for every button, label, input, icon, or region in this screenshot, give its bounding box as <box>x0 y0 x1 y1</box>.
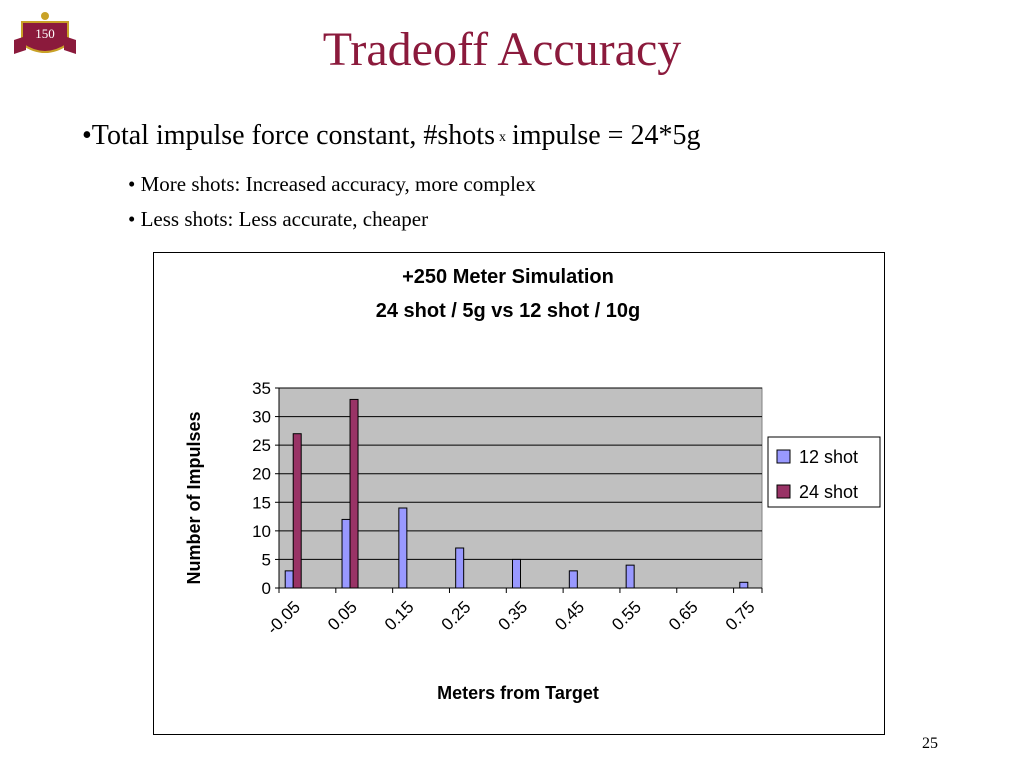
x-tick-label-0.55: 0.55 <box>608 597 645 634</box>
times-symbol: x <box>499 130 506 145</box>
legend-label-24-shot: 24 shot <box>799 482 858 502</box>
x-tick-label--0.05: -0.05 <box>263 597 304 638</box>
logo-text: 150 <box>35 26 55 41</box>
legend-swatch-12-shot <box>776 449 791 464</box>
y-tick-label-10: 10 <box>252 522 271 541</box>
bar-12-shot--0.05 <box>284 570 294 589</box>
bar-12-shot-0.25 <box>455 547 465 589</box>
bar-24-shot-0.05 <box>349 398 359 589</box>
x-tick-label-0.65: 0.65 <box>665 597 702 634</box>
bar-12-shot-0.15 <box>398 507 408 589</box>
gridlines <box>279 387 762 560</box>
impulse-histogram-chart: +250 Meter Simulation 24 shot / 5g vs 12… <box>184 266 881 703</box>
y-tick-label-20: 20 <box>252 465 271 484</box>
y-tick-label-30: 30 <box>252 408 271 427</box>
x-tick-label-0.35: 0.35 <box>494 597 531 634</box>
x-tick-label-0.15: 0.15 <box>381 597 418 634</box>
sub-bullet-more-shots: • More shots: Increased accuracy, more c… <box>128 172 536 196</box>
x-tick-label-0.75: 0.75 <box>722 597 759 634</box>
bar-12-shot-0.05 <box>341 518 351 589</box>
y-tick-label-15: 15 <box>252 493 271 512</box>
bar-12-shot-0.55 <box>625 564 635 589</box>
legend: 12 shot 24 shot <box>767 436 881 508</box>
y-tick-label-0: 0 <box>262 579 271 598</box>
chart-title: +250 Meter Simulation <box>402 266 614 288</box>
main-bullet-suffix: impulse = 24*5g <box>512 120 701 151</box>
x-tick-label-0.45: 0.45 <box>551 597 588 634</box>
bar-24-shot--0.05 <box>292 433 302 589</box>
y-axis-label: Number of Impulses <box>184 411 204 584</box>
sub-bullet-less-shots: • Less shots: Less accurate, cheaper <box>128 207 429 231</box>
x-axis-ticks: -0.05 0.05 0.15 0.25 0.35 0.45 0.55 0.65 0.75 <box>263 588 763 638</box>
y-tick-label-35: 35 <box>252 379 271 398</box>
bar-12-shot-0.35 <box>512 558 521 589</box>
y-tick-label-5: 5 <box>262 550 271 569</box>
bar-12-shot-0.45 <box>568 570 578 589</box>
legend-swatch-24-shot <box>776 484 791 499</box>
y-axis-ticks: 0 5 10 15 20 25 30 35 <box>252 379 279 598</box>
chart-frame: +250 Meter Simulation 24 shot / 5g vs 12… <box>153 252 885 735</box>
x-axis-label: Meters from Target <box>437 683 599 703</box>
slide-title: Tradeoff Accuracy <box>322 23 682 76</box>
legend-label-12-shot: 12 shot <box>799 447 858 467</box>
university-150-years-logo: 150 <box>14 12 76 54</box>
bars <box>284 398 749 589</box>
chart-subtitle: 24 shot / 5g vs 12 shot / 10g <box>376 300 641 322</box>
x-tick-label-0.25: 0.25 <box>438 597 475 634</box>
x-tick-label-0.05: 0.05 <box>324 597 361 634</box>
y-tick-label-25: 25 <box>252 436 271 455</box>
bar-12-shot-0.75 <box>739 581 749 589</box>
main-bullet-prefix: •Total impulse force constant, #shots <box>82 120 495 151</box>
page-number: 25 <box>922 735 938 752</box>
main-bullet: •Total impulse force constant, #shots x im… <box>82 120 700 152</box>
